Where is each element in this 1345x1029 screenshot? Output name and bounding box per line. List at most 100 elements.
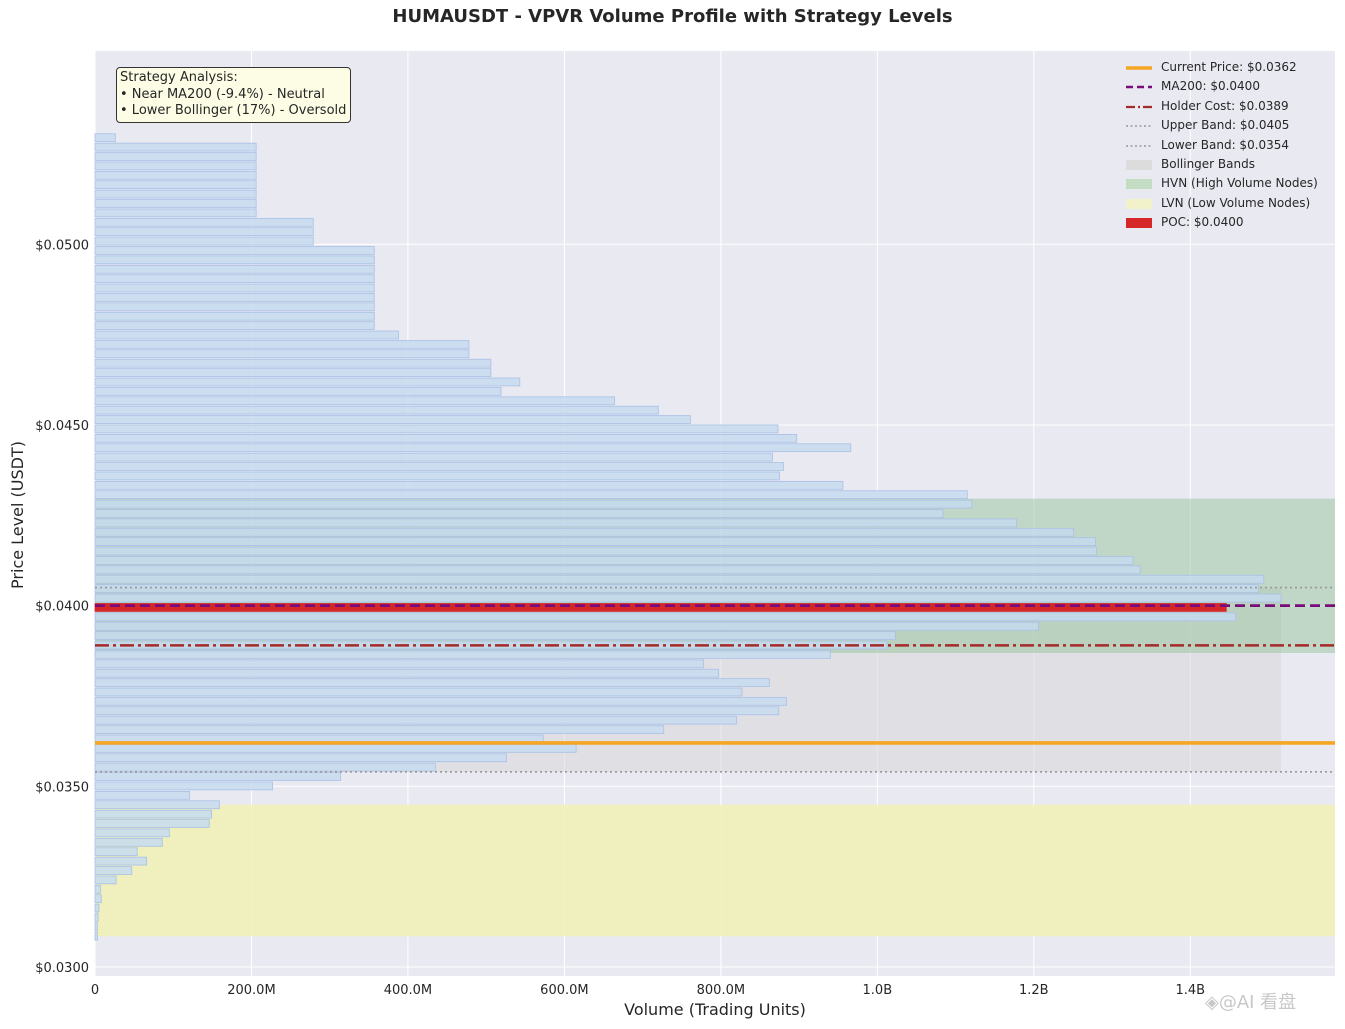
volume-bar	[94, 368, 492, 377]
volume-bar	[94, 659, 705, 669]
volume-bar	[94, 396, 615, 406]
x-tick-label: 1.0B	[863, 983, 893, 998]
volume-bar	[94, 518, 1017, 528]
legend-label: Upper Band: $0.0405	[1161, 118, 1290, 133]
volume-bar	[94, 349, 470, 359]
x-tick-label: 800.0M	[697, 983, 745, 998]
volume-bar	[94, 490, 968, 500]
legend-swatch	[1126, 159, 1152, 170]
legend-item: Upper Band: $0.0405	[1116, 116, 1332, 135]
volume-bar	[94, 697, 787, 706]
volume-bar	[94, 631, 896, 640]
y-axis-ticks: $0.0300 $0.0350 $0.0400 $0.0450 $0.0500	[35, 238, 89, 976]
legend-label: Holder Cost: $0.0389	[1161, 98, 1289, 113]
legend-patch	[1126, 159, 1152, 170]
legend-swatch	[1126, 198, 1152, 209]
volume-bar	[94, 866, 133, 875]
volume-bar	[94, 687, 743, 697]
volume-bar	[94, 133, 116, 143]
volume-bar	[94, 217, 314, 227]
legend-label: HVN (High Volume Nodes)	[1161, 176, 1318, 191]
volume-bar	[94, 884, 101, 894]
volume-bar	[94, 668, 719, 678]
volume-bar	[94, 847, 138, 857]
legend-item: HVN (High Volume Nodes)	[1116, 174, 1332, 193]
legend-swatch	[1126, 86, 1152, 89]
watermark: ◈@AI 看盘	[1205, 992, 1297, 1013]
volume-bar	[94, 471, 780, 481]
legend-swatch	[1126, 105, 1152, 108]
volume-bar	[94, 828, 170, 838]
chart-title: HUMAUSDT - VPVR Volume Profile with Stra…	[392, 6, 953, 27]
volume-bar	[94, 650, 831, 659]
legend-swatch	[1126, 218, 1152, 229]
y-tick-label: $0.0400	[35, 600, 89, 615]
volume-bar	[94, 189, 257, 199]
volume-bar	[94, 565, 1141, 575]
volume-bar	[94, 931, 98, 941]
volume-bar	[94, 706, 780, 716]
volume-bar	[94, 837, 163, 847]
legend-item: Current Price: $0.0362	[1116, 58, 1332, 77]
volume-bar	[94, 236, 314, 246]
volume-bar	[94, 772, 342, 781]
volume-bar	[94, 584, 1259, 594]
legend-swatch	[1126, 66, 1152, 70]
volume-bar	[94, 922, 98, 932]
legend-item: POC: $0.0400	[1116, 213, 1332, 232]
annotation-line-ma200: • Near MA200 (-9.4%) - Neutral	[120, 86, 325, 102]
legend-swatch	[1126, 125, 1152, 127]
legend-patch	[1126, 179, 1152, 190]
volume-bar	[94, 302, 375, 312]
volume-bar	[94, 462, 784, 471]
x-axis-ticks: 0 200.0M 400.0M 600.0M 800.0M 1.0B 1.2B 1.4B	[91, 983, 1205, 998]
volume-bar	[94, 903, 100, 913]
volume-bar	[94, 330, 399, 340]
volume-bar	[94, 913, 99, 922]
volume-bar	[94, 556, 1134, 565]
volume-bar	[94, 161, 257, 171]
volume-bar	[94, 480, 844, 490]
volume-bar	[94, 762, 436, 772]
volume-bar	[94, 274, 375, 283]
strategy-analysis-box: Strategy Analysis: • Near MA200 (-9.4%) …	[116, 67, 352, 123]
y-tick-label: $0.0300	[35, 961, 89, 976]
legend-item: MA200: $0.0400	[1116, 77, 1332, 96]
legend-item: Holder Cost: $0.0389	[1116, 97, 1332, 116]
x-axis-label: Volume (Trading Units)	[624, 1000, 806, 1019]
volume-bar	[94, 424, 779, 434]
y-tick-label: $0.0500	[35, 238, 89, 253]
volume-bar	[94, 753, 507, 763]
volume-bar	[94, 856, 148, 866]
volume-bar	[94, 264, 375, 274]
volume-bar	[94, 293, 375, 302]
volume-bar	[94, 283, 375, 293]
volume-bar	[94, 227, 314, 237]
volume-bar	[94, 744, 577, 753]
volume-bar	[94, 725, 665, 734]
volume-bar	[94, 340, 470, 349]
legend-item: Bollinger Bands	[1116, 155, 1332, 174]
legend-swatch	[1126, 179, 1152, 190]
volume-bar	[94, 715, 737, 725]
volume-bar	[94, 246, 375, 255]
volume-bar	[94, 255, 375, 265]
legend-label: POC: $0.0400	[1161, 215, 1244, 230]
volume-bar	[94, 593, 1282, 603]
volume-bar	[94, 208, 257, 218]
volume-bar	[94, 819, 210, 828]
legend-swatch	[1126, 144, 1152, 147]
volume-bar	[94, 678, 770, 687]
legend-patch	[1126, 198, 1152, 209]
volume-bar	[94, 574, 1265, 584]
lvn-zone	[95, 804, 1335, 937]
legend-label: LVN (Low Volume Nodes)	[1161, 195, 1311, 210]
volume-bar	[94, 781, 273, 791]
legend: Current Price: $0.0362 MA200: $0.0400 Hold…	[1116, 58, 1332, 233]
y-tick-label: $0.0450	[35, 419, 89, 434]
annotation-title: Strategy Analysis:	[120, 70, 238, 85]
volume-bar	[94, 433, 798, 443]
volume-bar	[94, 499, 973, 509]
annotation-line-bollinger: • Lower Bollinger (17%) - Oversold	[120, 103, 347, 118]
volume-bar	[94, 621, 1039, 631]
